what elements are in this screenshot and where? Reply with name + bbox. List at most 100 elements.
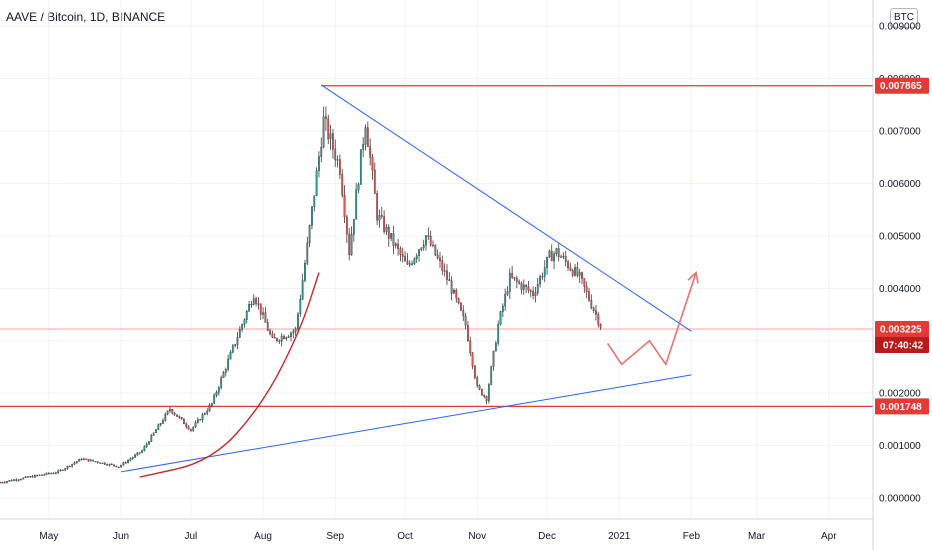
candle-body [338, 159, 341, 175]
candle-body [464, 315, 467, 326]
candle-body [227, 358, 230, 370]
candle-body [380, 215, 383, 217]
candle-body [308, 225, 311, 244]
candle-body [383, 216, 386, 232]
candle-body [467, 325, 469, 342]
candle-body [269, 330, 271, 334]
candle-body [122, 462, 125, 466]
candle-body [255, 298, 257, 304]
candle-body [189, 429, 192, 431]
candle-body [285, 337, 288, 340]
candle-body [201, 414, 204, 421]
candle-body [448, 279, 451, 282]
candle-body [322, 116, 325, 148]
candle-body [217, 387, 220, 393]
candle-body [446, 270, 448, 280]
candle-body [27, 476, 29, 478]
currency-button[interactable]: BTC [890, 8, 918, 28]
candle-body [199, 419, 202, 421]
candle-body [513, 277, 516, 279]
candle-body [404, 256, 406, 262]
drawings[interactable] [120, 84, 699, 478]
candle-body [208, 405, 211, 412]
candle-body [250, 304, 253, 306]
candle-body [497, 324, 500, 344]
y-tick-label: 0.006000 [879, 179, 921, 190]
y-tick-label: 0.007000 [879, 127, 921, 138]
candle-body [290, 332, 292, 337]
candle-body [343, 194, 346, 218]
candle-body [183, 418, 185, 425]
candle-body [453, 289, 455, 294]
candle-body [257, 303, 260, 305]
resistance-tag: 0.007865 [880, 81, 922, 92]
candle-body [66, 465, 69, 469]
trendline [320, 84, 692, 332]
candle-body [206, 410, 209, 414]
candle-body [483, 394, 486, 397]
candle-body [222, 372, 225, 378]
time-axis[interactable]: May Jun Jul Aug Sep Oct Nov Dec 2021 Feb Mar Apr [0, 518, 873, 542]
candle-body [364, 127, 367, 145]
candle-body [259, 303, 262, 315]
x-tick-label: Oct [397, 531, 413, 542]
x-tick-label: Sep [326, 531, 344, 542]
candle-body [362, 144, 365, 150]
chart-title: AAVE / Bitcoin, 1D, BINANCE [6, 10, 166, 24]
candle-body [534, 292, 537, 296]
candle-body [150, 435, 153, 442]
candle-body [47, 472, 50, 474]
candle-body [10, 480, 13, 482]
candle-body [294, 328, 297, 332]
candle-body [287, 336, 290, 338]
candle-body [59, 469, 62, 472]
candle-body [520, 283, 523, 290]
candle-body [394, 243, 397, 246]
candle-body [68, 465, 71, 468]
candle-body [541, 276, 544, 278]
candle-body [71, 463, 74, 467]
candle-body [155, 429, 157, 434]
candle-body [325, 116, 327, 119]
candle-body [129, 458, 132, 461]
candle-body [304, 263, 306, 281]
candle-body [311, 206, 313, 226]
candle-body [80, 458, 83, 461]
horizontal-levels[interactable] [0, 85, 873, 407]
candle-body [555, 248, 558, 254]
candle-body [434, 244, 437, 256]
candle-body [145, 443, 148, 447]
candle-body [75, 461, 78, 463]
candle-body [113, 464, 115, 467]
candle-body [490, 366, 493, 385]
candle-body [173, 412, 176, 415]
candle-body [422, 244, 425, 249]
candle-body [203, 413, 206, 415]
candle-body [89, 459, 92, 462]
candles [0, 106, 602, 484]
candle-body [352, 219, 355, 235]
candle-body [231, 345, 234, 353]
candle-body [94, 460, 97, 463]
candle-body [17, 479, 20, 481]
candle-body [166, 410, 169, 415]
candle-body [315, 170, 318, 196]
candle-body [415, 255, 418, 259]
candle-body [397, 243, 399, 249]
candle-body [334, 148, 337, 161]
candle-body [273, 337, 276, 339]
candle-body [387, 226, 390, 239]
candle-body [20, 478, 22, 481]
candle-body [185, 423, 188, 427]
candle-body [6, 481, 8, 483]
candle-body [592, 307, 595, 311]
candle-body [136, 452, 139, 456]
trendline [120, 374, 692, 473]
grid [0, 0, 873, 519]
candle-body [141, 450, 143, 453]
candle-body [252, 298, 255, 305]
candle-body [373, 169, 376, 194]
candle-body [529, 290, 532, 292]
candle-body [194, 422, 197, 428]
